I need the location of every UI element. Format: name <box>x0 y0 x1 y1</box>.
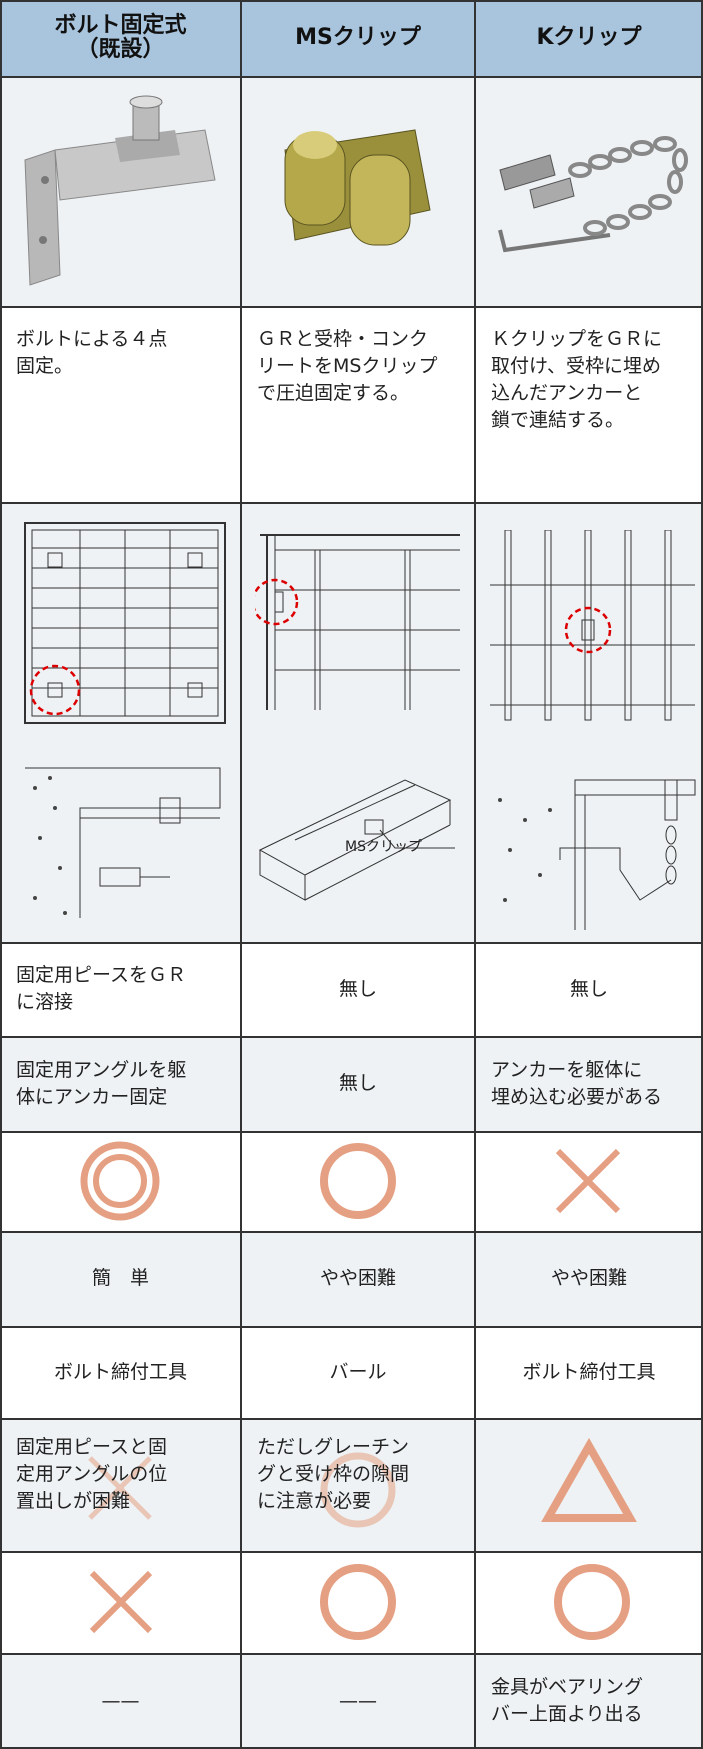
difficulty-cell: やや困難 <box>550 1267 627 1289</box>
description-cell: ＧＲと受枠・コンク リートをMSクリップ で圧迫固定する。 <box>257 328 438 404</box>
note-cell: 固定用ピースと固 定用アングルの位 置出しが困難 <box>16 1436 168 1512</box>
rating-row <box>89 1564 630 1640</box>
welding-cell: 固定用ピースをＧＲ に溶接 <box>16 964 187 1013</box>
border <box>0 0 703 2</box>
border <box>0 1036 703 1038</box>
welding-cell: 無し <box>338 977 377 1000</box>
border <box>0 1326 703 1328</box>
row-bg <box>0 1231 703 1326</box>
header-cell: MSクリップ <box>295 25 421 50</box>
anchor-cell: 無し <box>338 1072 377 1094</box>
description-cell: ＫクリップをＧＲに 取付け、受枠に埋め 込んだアンカーと 鎖で連結する。 <box>491 328 663 431</box>
k-clip-photo <box>498 136 688 253</box>
drawing-label: MSクリップ <box>345 839 422 855</box>
tool-cell: ボルト締付工具 <box>53 1360 187 1383</box>
welding-cell: 無し <box>569 977 608 1000</box>
header-cell: Kクリップ <box>536 25 642 50</box>
border <box>474 0 476 1749</box>
border <box>0 942 703 944</box>
row-bg <box>0 1036 703 1131</box>
border <box>0 1418 703 1420</box>
protrusion-cell: 金具がベアリング バー上面より出る <box>491 1676 644 1725</box>
header-bg <box>0 0 703 76</box>
anchor-cell: アンカーを躯体に 埋め込む必要がある <box>491 1058 663 1108</box>
faint-marks <box>88 1437 637 1528</box>
border <box>0 1131 703 1133</box>
border <box>0 1747 703 1749</box>
ms-clip-photo <box>284 129 431 246</box>
anchor-cell: 固定用アングルを躯 体にアンカー固定 <box>16 1058 187 1108</box>
difficulty-cell: やや困難 <box>319 1267 396 1289</box>
border <box>0 0 2 1749</box>
bolt-photo <box>24 95 216 286</box>
border <box>0 1231 703 1233</box>
border <box>0 502 703 504</box>
k-drawing <box>490 530 696 930</box>
description-cell: ボルトによる４点 固定。 <box>16 328 168 377</box>
border <box>0 76 703 78</box>
border <box>701 0 703 1749</box>
bolt-drawing <box>24 522 226 918</box>
rating-row <box>80 1141 621 1221</box>
tool-cell: バール <box>329 1360 387 1383</box>
note-cell: ただしグレーチン グと受け枠の隙間 に注意が必要 <box>257 1436 410 1512</box>
border <box>0 306 703 308</box>
protrusion-cell: —— <box>101 1689 140 1712</box>
border <box>240 0 242 1749</box>
row-bg <box>0 1653 703 1749</box>
header-cell: ボルト固定式 （既設） <box>54 13 187 62</box>
border <box>0 1653 703 1655</box>
border <box>0 1551 703 1553</box>
ms-drawing <box>255 534 460 901</box>
protrusion-cell: —— <box>339 1689 377 1712</box>
tool-cell: ボルト締付工具 <box>522 1360 656 1383</box>
difficulty-cell: 簡 単 <box>91 1267 149 1289</box>
